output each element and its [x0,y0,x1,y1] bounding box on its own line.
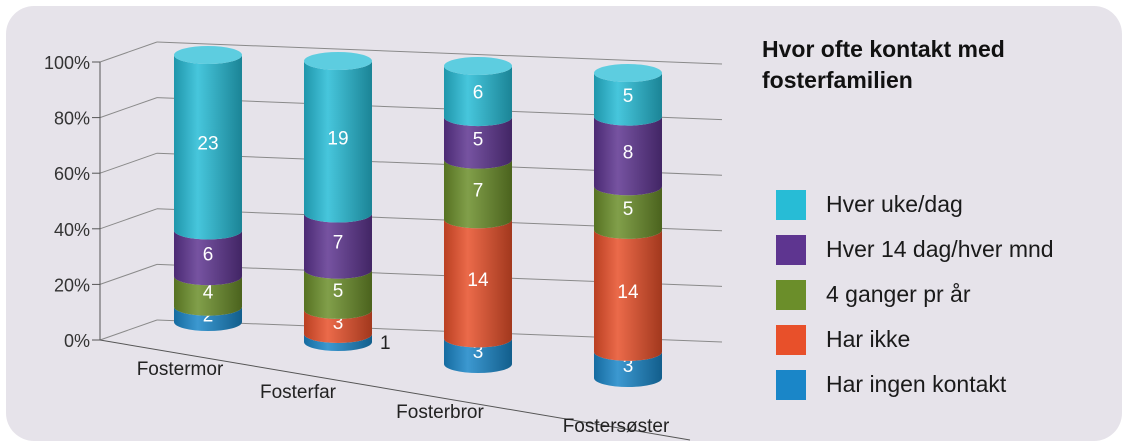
data-label: 1 [380,333,391,354]
x-axis: Fostermor Fosterfar Fosterbror Fostersøster [137,359,670,437]
y-tick-label: 100% [44,53,90,73]
bar-top-cap [594,64,662,82]
y-tick-label: 20% [54,275,90,295]
x-tick-label: Fostersøster [563,416,670,437]
bar-segment [594,73,662,126]
bar-top-cap [304,52,372,70]
bar-segment [594,351,662,387]
gridline-side [99,208,158,230]
bar-segment [444,117,512,169]
bar-segment [304,213,372,279]
bar-segment [444,66,512,127]
bar-segment [304,309,372,343]
data-label: 5 [623,86,634,107]
y-tick-label: 0% [64,331,90,351]
x-axis-line [99,339,691,441]
bar-segment [304,61,372,223]
y-tick-label: 60% [54,164,90,184]
bar-segment [174,230,242,286]
legend-swatch [776,189,806,220]
data-label: 5 [473,129,484,150]
bar-segment [174,55,242,240]
legend: Hver uke/dag Hver 14 dag/hver mnd 4 ganger… [776,182,1054,407]
bar-top-cap [174,46,242,64]
chart-title: Hvor ofte kontakt med fosterfamilien [762,36,1005,93]
legend-swatch [776,279,806,310]
data-label: 4 [203,282,214,303]
bar-segment [594,186,662,239]
legend-swatch [776,369,806,400]
legend-item: Hver uke/dag [776,182,1054,227]
gridline-side [99,152,158,174]
legend-item: Har ikke [776,317,1054,362]
y-axis: 0% 20% 40% 60% 80% 100% [44,53,691,441]
data-label: 6 [473,83,484,104]
x-tick-label: Fosterbror [396,402,484,423]
legend-label: Hver 14 dag/hver mnd [826,236,1054,262]
data-label: 3 [473,342,484,363]
legend-label: Hver uke/dag [826,191,963,217]
data-label: 19 [327,128,348,149]
bar-segment [444,159,512,229]
y-tick-label: 80% [54,109,90,129]
bar-segment [594,116,662,196]
data-label: 3 [623,356,634,377]
x-tick-label: Fostermor [137,359,224,380]
bar-segment [444,338,512,373]
legend-item: Har ingen kontakt [776,362,1054,407]
data-label: 8 [623,142,634,163]
bar-segment [304,269,372,319]
data-label: 14 [467,270,489,291]
legend-label: Har ingen kontakt [826,371,1007,397]
x-tick-label: Fosterfar [260,382,337,403]
bars: 24 6 23 1 3 5 7 19 3 14 7 5 6 3 14 5 8 5 [174,46,662,387]
legend-swatch [776,324,806,355]
gridline-side [99,319,158,341]
legend-item: Hver 14 dag/hver mnd [776,227,1054,272]
data-label: 6 [203,244,214,265]
bar-segment [174,306,242,331]
legend-swatch [776,234,806,265]
gridline-side [99,97,158,119]
legend-item: 4 ganger pr år [776,272,1054,317]
data-label: 5 [623,199,634,220]
gridline [156,41,723,65]
bar-top-cap [444,57,512,75]
gridline-side [99,263,158,285]
bar-segment [594,229,662,361]
data-label: 3 [333,313,344,334]
bar-segment [304,333,372,351]
data-label: 14 [617,282,639,303]
data-label: 2 [203,305,214,326]
gridline-side [99,41,158,63]
legend-label: Har ikke [826,326,911,352]
y-tick-label: 40% [54,220,90,240]
data-label: 23 [197,134,218,155]
bar-segment [444,219,512,348]
bar-segment [174,276,242,316]
legend-label: 4 ganger pr år [826,281,971,307]
data-label: 5 [333,281,344,302]
data-label: 7 [473,180,484,201]
data-label: 7 [333,233,344,254]
